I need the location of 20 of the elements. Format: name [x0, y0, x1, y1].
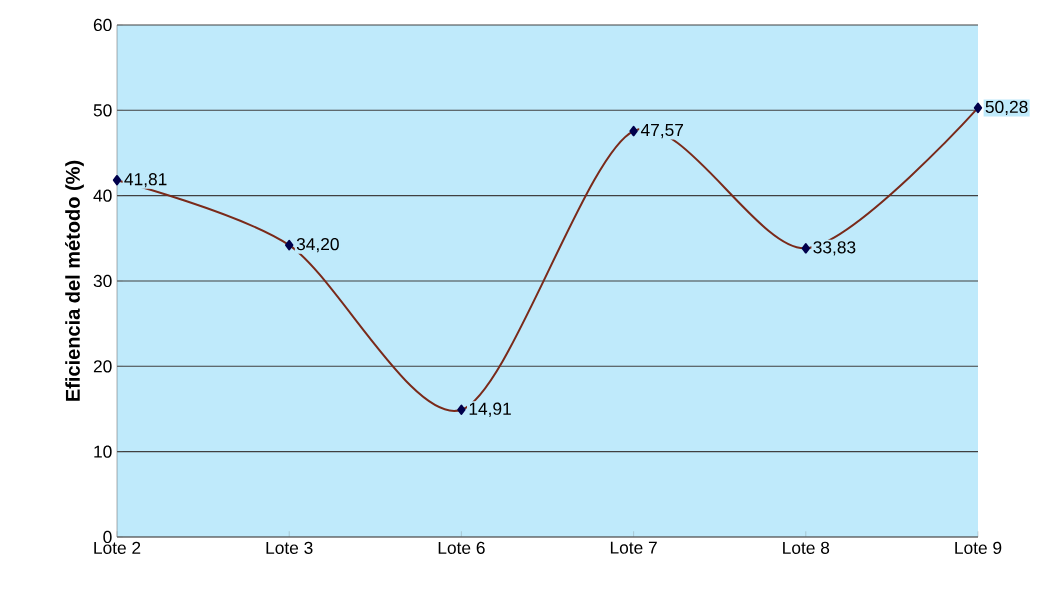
y-tick-label: 30 — [93, 274, 112, 288]
data-label: 47,57 — [640, 123, 684, 139]
x-tick-label: Lote 9 — [955, 541, 1002, 554]
y-axis-title: Eficiencia del método (%) — [65, 160, 84, 401]
data-label: 14,91 — [469, 402, 511, 417]
x-tick-label: Lote 6 — [438, 541, 485, 554]
x-tick-label: Lote 2 — [94, 541, 141, 554]
y-tick-label: 10 — [94, 445, 112, 458]
data-label: 41,81 — [124, 173, 167, 188]
y-tick-label: 40 — [93, 189, 112, 202]
x-tick-label: Lote 3 — [266, 541, 313, 554]
data-label: 33,83 — [813, 241, 856, 256]
y-tick-label: 20 — [93, 360, 112, 373]
y-tick-label: 0 — [103, 530, 112, 544]
y-tick-label: 60 — [93, 18, 112, 32]
data-label: 50,28 — [985, 100, 1028, 116]
data-label: 34,20 — [296, 237, 339, 253]
x-tick-label: Lote 7 — [610, 541, 657, 554]
y-tick-label: 50 — [93, 104, 112, 117]
x-tick-label: Lote 8 — [783, 541, 830, 554]
